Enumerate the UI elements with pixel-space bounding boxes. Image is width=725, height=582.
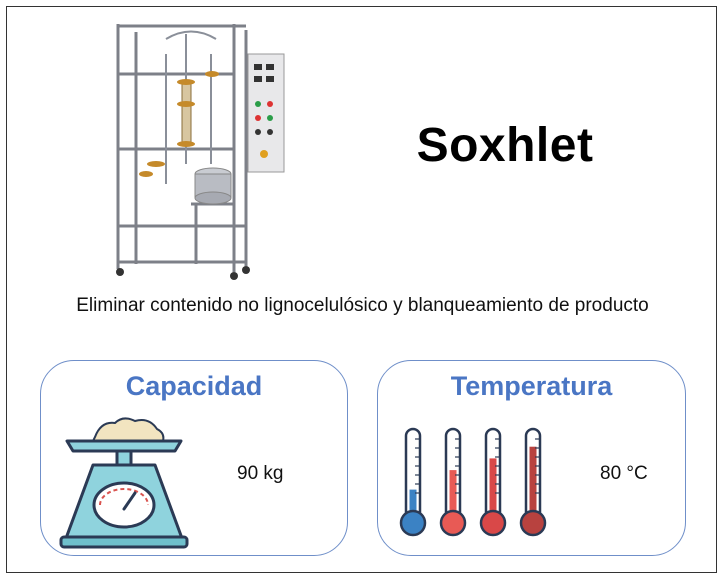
- thermometer-2: [439, 427, 467, 537]
- thermometer-4: [519, 427, 547, 537]
- temperature-value: 80 °C: [600, 463, 648, 484]
- page-title: Soxhlet: [416, 119, 594, 172]
- thermometer-3: [479, 427, 507, 537]
- soxhlet-equipment-image: [116, 24, 285, 280]
- thermometers-icon: [399, 427, 547, 537]
- capacity-title: Capacidad: [125, 371, 263, 401]
- temperature-title: Temperatura: [450, 371, 613, 401]
- capacity-card: Capacidad 90 kg: [40, 360, 348, 556]
- capacity-value: 90 kg: [237, 463, 284, 484]
- thermometer-1: [399, 427, 427, 537]
- weighing-scale-icon: [59, 417, 189, 549]
- description-text: Eliminar contenido no lignocelulósico y …: [76, 295, 649, 316]
- temperature-card: Temperatura 80 °C: [377, 360, 686, 556]
